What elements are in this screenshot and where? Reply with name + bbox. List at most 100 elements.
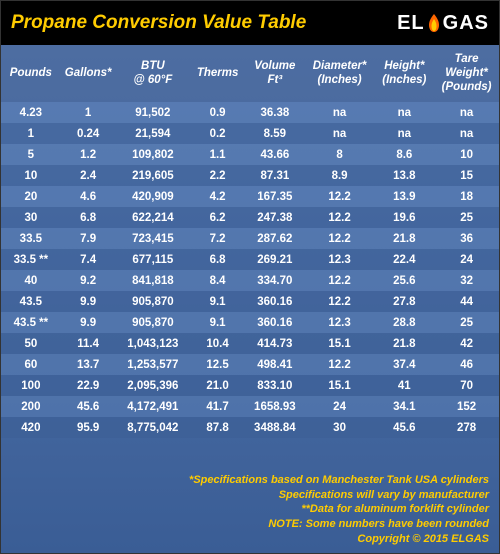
table-cell: 269.21	[245, 249, 305, 270]
table-cell: 13.7	[61, 354, 116, 375]
table-cell: 2.4	[61, 165, 116, 186]
table-cell: 87.8	[190, 417, 245, 438]
table-cell: 9.9	[61, 291, 116, 312]
table-cell: 247.38	[245, 207, 305, 228]
table-cell: 7.9	[61, 228, 116, 249]
flame-icon	[427, 14, 441, 32]
table-cell: 4.2	[190, 186, 245, 207]
table-cell: 41	[374, 375, 434, 396]
table-cell: 11.4	[61, 333, 116, 354]
col-header: Height*(Inches)	[374, 45, 434, 102]
table-cell: 43.66	[245, 144, 305, 165]
table-cell: 723,415	[116, 228, 191, 249]
table-cell: 1	[1, 123, 61, 144]
table-row: 20045.64,172,49141.71658.932434.1152	[1, 396, 499, 417]
table-cell: 43.5	[1, 291, 61, 312]
table-cell: 6.2	[190, 207, 245, 228]
table-row: 409.2841,8188.4334.7012.225.632	[1, 270, 499, 291]
table-row: 10022.92,095,39621.0833.1015.14170	[1, 375, 499, 396]
table-cell: 50	[1, 333, 61, 354]
table-row: 33.5 **7.4677,1156.8269.2112.322.424	[1, 249, 499, 270]
table-cell: 2.2	[190, 165, 245, 186]
table-cell: 36.38	[245, 102, 305, 123]
logo-text-gas: GAS	[443, 12, 489, 35]
table-cell: 43.5 **	[1, 312, 61, 333]
table-cell: 2,095,396	[116, 375, 191, 396]
table-cell: 1.1	[190, 144, 245, 165]
table-cell: 12.3	[305, 249, 375, 270]
title-bar: Propane Conversion Value Table EL GAS	[1, 1, 499, 45]
table-cell: 21.8	[374, 333, 434, 354]
table-cell: 25.6	[374, 270, 434, 291]
table-cell: 12.2	[305, 207, 375, 228]
table-cell: 7.2	[190, 228, 245, 249]
table-cell: 677,115	[116, 249, 191, 270]
table-row: 5011.41,043,12310.4414.7315.121.842	[1, 333, 499, 354]
table-cell: 109,802	[116, 144, 191, 165]
table-cell: na	[374, 123, 434, 144]
table-cell: 12.2	[305, 291, 375, 312]
table-cell: 24	[305, 396, 375, 417]
table-cell: 28.8	[374, 312, 434, 333]
table-cell: 3488.84	[245, 417, 305, 438]
table-cell: 1.2	[61, 144, 116, 165]
table-cell: 12.3	[305, 312, 375, 333]
table-cell: 9.2	[61, 270, 116, 291]
footnote-line: NOTE: Some numbers have been rounded	[11, 517, 489, 532]
footnote-line: Copyright © 2015 ELGAS	[11, 532, 489, 547]
table-cell: 152	[434, 396, 499, 417]
table-cell: 45.6	[374, 417, 434, 438]
col-header: TareWeight*(Pounds)	[434, 45, 499, 102]
table-cell: na	[434, 102, 499, 123]
table-cell: 15.1	[305, 375, 375, 396]
logo-text-el: EL	[397, 12, 425, 35]
table-cell: 33.5	[1, 228, 61, 249]
footnote-line: **Data for aluminum forklift cylinder	[11, 502, 489, 517]
table-cell: 10.4	[190, 333, 245, 354]
table-cell: 622,214	[116, 207, 191, 228]
table-cell: 414.73	[245, 333, 305, 354]
table-cell: 12.2	[305, 270, 375, 291]
table-row: 43.59.9905,8709.1360.1612.227.844	[1, 291, 499, 312]
table-cell: 12.5	[190, 354, 245, 375]
table-cell: 360.16	[245, 312, 305, 333]
table-cell: 1	[61, 102, 116, 123]
table-row: 4.23191,5020.936.38nanana	[1, 102, 499, 123]
page-title: Propane Conversion Value Table	[11, 12, 306, 34]
table-cell: 334.70	[245, 270, 305, 291]
col-header: Diameter*(Inches)	[305, 45, 375, 102]
table-cell: 46	[434, 354, 499, 375]
table-cell: 9.1	[190, 312, 245, 333]
table-cell: 60	[1, 354, 61, 375]
table-cell: 4.23	[1, 102, 61, 123]
col-header: Therms	[190, 45, 245, 102]
table-cell: 25	[434, 207, 499, 228]
table-cell: 420,909	[116, 186, 191, 207]
table-header: PoundsGallons*BTU@ 60°FThermsVolumeFt³Di…	[1, 45, 499, 102]
table-cell: 13.8	[374, 165, 434, 186]
table-cell: 91,502	[116, 102, 191, 123]
table-cell: 219,605	[116, 165, 191, 186]
table-cell: 12.2	[305, 228, 375, 249]
table-cell: 1658.93	[245, 396, 305, 417]
table-cell: 8	[305, 144, 375, 165]
page-container: Propane Conversion Value Table EL GAS Po…	[0, 0, 500, 554]
table-row: 306.8622,2146.2247.3812.219.625	[1, 207, 499, 228]
table-cell: 9.1	[190, 291, 245, 312]
table-cell: 20	[1, 186, 61, 207]
table-cell: 6.8	[61, 207, 116, 228]
table-cell: 18	[434, 186, 499, 207]
table-cell: 420	[1, 417, 61, 438]
table-cell: 278	[434, 417, 499, 438]
table-cell: 27.8	[374, 291, 434, 312]
table-cell: 8.4	[190, 270, 245, 291]
table-cell: 15	[434, 165, 499, 186]
table-cell: 36	[434, 228, 499, 249]
table-cell: 32	[434, 270, 499, 291]
table-cell: 95.9	[61, 417, 116, 438]
table-cell: 167.35	[245, 186, 305, 207]
table-cell: 0.2	[190, 123, 245, 144]
table-cell: 10	[1, 165, 61, 186]
table-cell: na	[305, 102, 375, 123]
table-cell: 87.31	[245, 165, 305, 186]
